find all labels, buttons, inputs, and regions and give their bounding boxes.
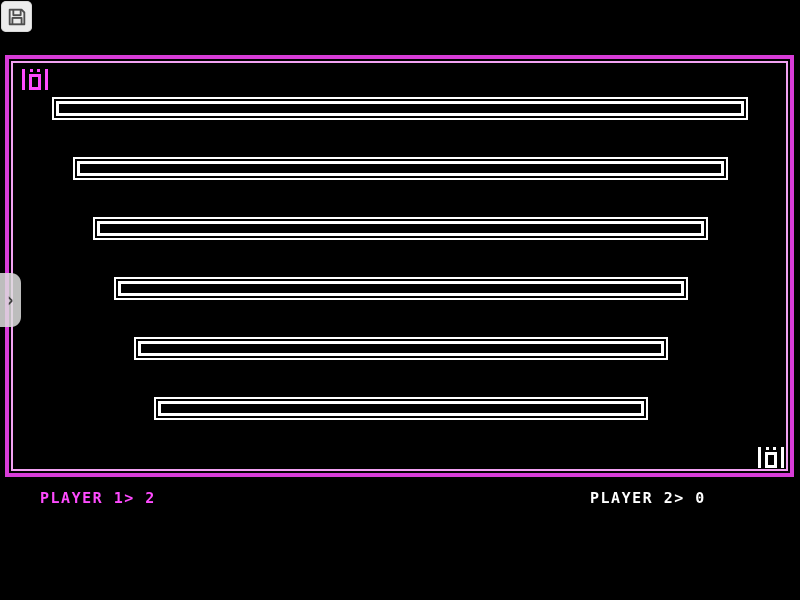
chevron-right-icon: › xyxy=(7,287,14,312)
sprite-right-bar xyxy=(45,69,48,90)
player1-score: PLAYER 1> 2 xyxy=(40,489,156,507)
wall xyxy=(134,337,668,360)
wall xyxy=(52,97,748,120)
wall xyxy=(114,277,688,300)
wall-inner xyxy=(158,401,644,416)
wall xyxy=(154,397,648,420)
wall-inner xyxy=(97,221,704,236)
sprite-ring xyxy=(765,452,777,468)
wall-inner xyxy=(77,161,724,176)
wall-inner xyxy=(138,341,664,356)
wall-inner xyxy=(118,281,684,296)
save-floppy-icon xyxy=(6,6,28,28)
player2-score: PLAYER 2> 0 xyxy=(590,489,706,507)
sprite-ring xyxy=(29,74,41,90)
drawer-handle[interactable]: › xyxy=(0,273,21,327)
save-button[interactable] xyxy=(1,1,32,32)
sprite-left-bar xyxy=(22,69,25,90)
wall-inner xyxy=(56,101,744,116)
playfield[interactable] xyxy=(5,55,794,477)
sprite-right-bar xyxy=(781,447,784,468)
wall xyxy=(93,217,708,240)
wall xyxy=(73,157,728,180)
sprite-umlaut-dot xyxy=(773,447,776,450)
sprite-umlaut-dot xyxy=(37,69,40,72)
player2-sprite xyxy=(758,447,784,468)
sprite-umlaut-dot xyxy=(766,447,769,450)
sprite-umlaut-dot xyxy=(30,69,33,72)
player1-sprite xyxy=(22,69,48,90)
sprite-left-bar xyxy=(758,447,761,468)
